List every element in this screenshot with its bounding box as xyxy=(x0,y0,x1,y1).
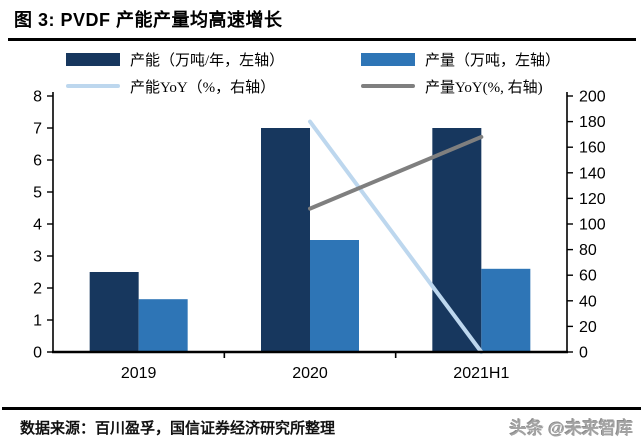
watermark: 头条 @未来智库 xyxy=(509,419,633,438)
output-bar-2020 xyxy=(310,240,359,352)
legend-item-output-yoy-line: 产量YoY(%, 右轴) xyxy=(361,75,633,97)
right-tick-label: 40 xyxy=(579,293,597,310)
left-tick-label: 3 xyxy=(33,249,42,266)
output-bar-2019 xyxy=(138,299,188,352)
x-category-label: 2021H1 xyxy=(453,365,509,382)
left-tick-label: 5 xyxy=(33,185,42,202)
right-tick-label: 120 xyxy=(579,191,606,208)
output-bar-swatch xyxy=(361,52,415,66)
left-tick-label: 4 xyxy=(33,217,42,234)
left-tick-label: 2 xyxy=(33,281,42,298)
chart-legend: 产能（万吨/年，左轴） 产量（万吨，左轴） 产能YoY（%，右轴） 产量YoY(… xyxy=(66,48,633,97)
x-category-label: 2020 xyxy=(292,365,328,382)
left-tick-label: 0 xyxy=(33,345,42,362)
right-tick-label: 200 xyxy=(579,89,606,106)
chart-area: 0 1 2 3 4 5 6 7 8 0 20 40 60 80 100 120 140 160 180 200 2019… xyxy=(0,85,643,400)
right-tick-label: 60 xyxy=(579,268,597,285)
legend-item-capacity-bar: 产能（万吨/年，左轴） xyxy=(66,48,361,70)
right-tick-label: 100 xyxy=(579,217,606,234)
output-yoy-line xyxy=(308,134,484,211)
right-tick-label: 160 xyxy=(579,140,606,157)
title-underline xyxy=(8,38,636,41)
legend-label: 产能（万吨/年，左轴） xyxy=(130,52,285,69)
left-tick-label: 8 xyxy=(33,89,42,106)
footer-divider xyxy=(2,407,641,410)
right-tick-label: 140 xyxy=(579,165,606,182)
capacity-yoy-line-swatch xyxy=(66,84,120,88)
left-tick-label: 6 xyxy=(33,153,42,170)
source-note: 数据来源：百川盈孚，国信证券经济研究所整理 xyxy=(20,421,336,437)
capacity-bar-2021H1 xyxy=(432,128,482,352)
figure-title: 图 3: PVDF 产能产量均高速增长 xyxy=(14,10,283,30)
left-tick-label: 1 xyxy=(33,313,42,330)
left-tick-label: 7 xyxy=(33,121,42,138)
right-tick-label: 180 xyxy=(579,114,606,131)
legend-item-output-bar: 产量（万吨，左轴） xyxy=(361,48,633,70)
right-tick-label: 20 xyxy=(579,319,597,336)
capacity-bar-swatch xyxy=(66,52,120,66)
capacity-yoy-line xyxy=(308,119,484,354)
x-category-label: 2019 xyxy=(121,365,157,382)
legend-label: 产量YoY(%, 右轴) xyxy=(425,79,543,96)
legend-label: 产量（万吨，左轴） xyxy=(425,52,561,69)
capacity-bar-2020 xyxy=(261,128,310,352)
right-tick-label: 0 xyxy=(579,345,588,362)
output-yoy-line-swatch xyxy=(361,84,415,88)
legend-item-capacity-yoy-line: 产能YoY（%，右轴） xyxy=(66,75,361,97)
chart-canvas: 0123456780204060801001201401601802002019… xyxy=(33,89,606,383)
capacity-bar-2019 xyxy=(89,272,139,352)
legend-label: 产能YoY（%，右轴） xyxy=(130,79,276,96)
right-tick-label: 80 xyxy=(579,242,597,259)
output-bar-2021H1 xyxy=(481,268,531,352)
